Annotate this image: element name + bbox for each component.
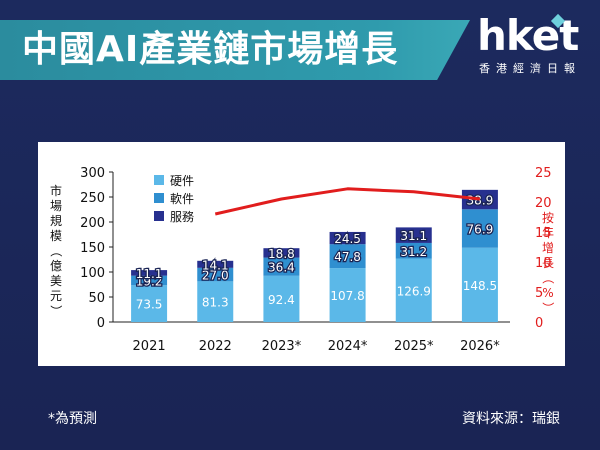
forecast-footnote: *為預測 (48, 411, 97, 427)
bar-software (197, 267, 234, 282)
bar-value-label: 126.9 (397, 284, 431, 298)
y-right-axis-title: 按 (542, 211, 554, 225)
bar-hardware (461, 247, 498, 322)
bar-value-label: 47.8 (334, 250, 361, 264)
x-tick-label: 2022 (199, 339, 232, 354)
y-tick-label: 200 (80, 216, 105, 231)
y-right-tick-label: 5 (535, 286, 543, 301)
bar-software (131, 275, 168, 286)
y-right-axis-title: % (542, 286, 553, 300)
legend-label: 硬件 (170, 174, 194, 188)
bar-services (263, 248, 300, 258)
growth-line (214, 187, 481, 216)
y-right-tick-label: 20 (535, 196, 552, 211)
bar-services (197, 260, 234, 268)
bar-value-label: 36.4 (268, 261, 295, 275)
x-tick-label: 2021 (133, 339, 166, 354)
legend-label: 軟件 (170, 191, 194, 206)
y-tick-label: 300 (80, 166, 105, 181)
bar-value-label: 81.3 (202, 296, 229, 310)
source-note: 資料來源：瑞銀 (462, 411, 560, 427)
x-tick-label: 2023* (262, 339, 302, 354)
bar-hardware (395, 258, 432, 322)
y-right-axis-title: 長 (542, 256, 554, 270)
chart-panel: 0 50 100 150 200 250 300 0 5 10 15 20 25 市場規模 （ 億美元 ） 按年增… (38, 142, 565, 366)
legend-swatch (154, 193, 164, 203)
bar-value-label: 24.5 (334, 232, 361, 246)
y-tick-label: 250 (80, 191, 105, 206)
legend-swatch (154, 211, 164, 221)
y-right-tick-label: 15 (535, 226, 552, 241)
y-axis-title: （ (49, 245, 63, 257)
y-right-axis-title: ） (541, 302, 555, 314)
bar-value-label: 31.2 (400, 245, 427, 259)
bar-hardware (131, 285, 168, 322)
y-tick-label: 150 (80, 241, 105, 256)
y-axis-title: 場 (50, 199, 62, 213)
y-right-tick-label: 25 (535, 166, 552, 181)
bar-value-label: 11.1 (136, 267, 163, 281)
y-tick-label: 50 (88, 291, 105, 306)
x-tick-label: 2026* (460, 339, 500, 354)
bar-software (329, 244, 366, 269)
bar-software (263, 257, 300, 276)
legend-swatch (154, 175, 164, 185)
y-axis-title: 模 (50, 229, 62, 243)
x-tick-label: 2025* (394, 339, 434, 354)
y-axis-title: 億 (50, 259, 62, 273)
bar-software (395, 242, 432, 259)
y-right-tick-label: 10 (535, 256, 552, 271)
page-title: 中國AI產業鏈市場增長 (22, 29, 399, 70)
bar-value-label: 31.1 (400, 229, 427, 243)
hket-logo: hket 香港經濟日報 (475, 14, 595, 76)
y-right-axis-title: 增 (542, 241, 554, 255)
bar-value-label: 148.5 (463, 279, 497, 293)
y-right-axis-title: 年 (542, 226, 554, 240)
bar-value-label: 107.8 (330, 289, 364, 303)
bar-services (461, 189, 498, 210)
y-axis-title: 美 (50, 274, 62, 288)
bar-value-label: 27.0 (202, 269, 229, 283)
bar-value-label: 18.8 (268, 247, 295, 261)
y-axis-title: 市 (50, 183, 62, 198)
y-axis-title: 元 (50, 289, 62, 303)
y-axis-title: ） (49, 305, 63, 317)
y-right-tick-label: 0 (535, 316, 543, 331)
bar-value-label: 92.4 (268, 293, 295, 307)
y-tick-label: 0 (97, 316, 105, 331)
y-right-axis-title: （ (541, 272, 555, 284)
logo-sub-text: 香港經濟日報 (479, 62, 581, 75)
bar-hardware (329, 268, 366, 322)
bar-hardware (197, 281, 234, 322)
bar-software (461, 209, 498, 248)
bar-services (131, 270, 168, 276)
bar-services (329, 231, 366, 245)
bar-hardware (263, 275, 300, 322)
y-tick-label: 100 (80, 266, 105, 281)
bar-value-label: 38.9 (467, 194, 494, 208)
y-axis-title: 規 (50, 213, 62, 228)
bar-value-label: 76.9 (467, 223, 494, 237)
bar-value-label: 73.5 (136, 298, 163, 312)
title-banner (0, 20, 470, 80)
legend-label: 服務 (170, 210, 194, 224)
x-tick-label: 2024* (328, 339, 368, 354)
bar-value-label: 19.2 (136, 274, 163, 288)
bar-value-label: 14.1 (202, 258, 229, 272)
bar-services (395, 227, 432, 243)
